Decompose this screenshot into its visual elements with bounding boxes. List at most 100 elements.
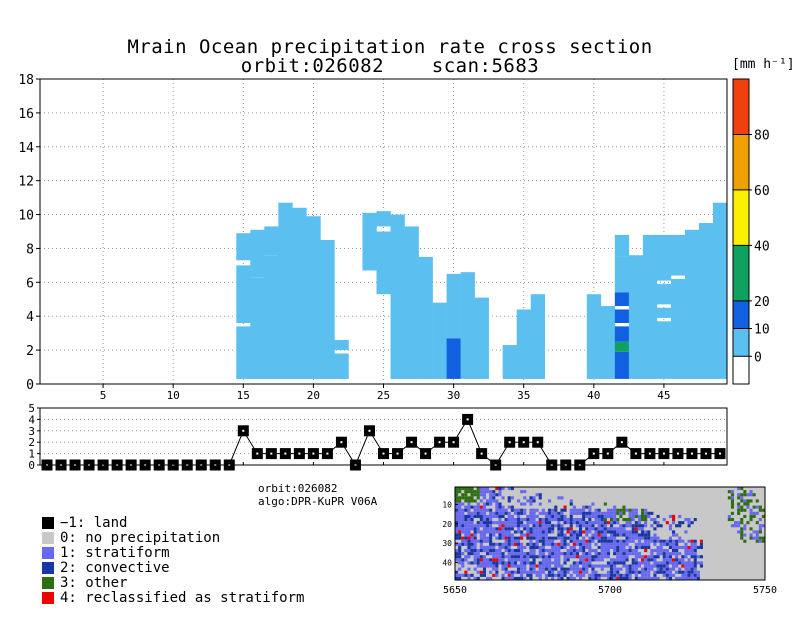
map-pixel xyxy=(616,542,620,546)
map-pixel xyxy=(668,536,672,540)
map-pixel xyxy=(489,533,493,537)
map-pixel xyxy=(510,524,514,528)
map-pixel xyxy=(541,558,545,562)
map-pixel xyxy=(690,573,694,577)
map-pixel xyxy=(597,533,601,537)
colorbar-bin xyxy=(733,79,749,135)
map-pixel xyxy=(665,570,669,574)
map-pixel xyxy=(687,552,691,556)
map-pixel xyxy=(647,539,651,543)
map-pixel xyxy=(464,542,468,546)
map-pixel xyxy=(672,530,676,534)
x-tick-label: 5 xyxy=(100,389,107,402)
x-tick-label: 10 xyxy=(167,389,180,402)
map-pixel xyxy=(647,530,651,534)
map-pixel xyxy=(529,552,533,556)
map-pixel xyxy=(619,508,623,512)
map-pixel xyxy=(613,511,617,515)
map-pixel xyxy=(625,570,629,574)
map-pixel xyxy=(690,561,694,565)
map-pixel xyxy=(647,555,651,559)
precip-cell xyxy=(712,202,727,379)
map-pixel xyxy=(644,545,648,549)
map-pixel xyxy=(603,552,607,556)
map-pixel xyxy=(548,524,552,528)
map-pixel xyxy=(588,514,592,518)
map-pixel xyxy=(557,558,561,562)
colorbar-tick-label: 60 xyxy=(754,184,770,199)
map-pixel xyxy=(467,539,471,543)
map-pixel xyxy=(455,570,459,574)
map-pixel xyxy=(628,570,632,574)
map-pixel xyxy=(529,527,533,531)
map-pixel xyxy=(498,542,502,546)
map-pixel xyxy=(619,530,623,534)
map-pixel xyxy=(492,527,496,531)
map-pixel xyxy=(455,518,459,522)
map-pixel xyxy=(641,576,645,580)
map-pixel xyxy=(597,530,601,534)
map-pixel xyxy=(625,518,629,522)
map-pixel xyxy=(687,549,691,553)
map-pixel xyxy=(610,561,614,565)
map-pixel xyxy=(520,490,524,494)
map-pixel xyxy=(628,539,632,543)
map-pixel xyxy=(693,576,697,580)
map-pixel xyxy=(551,555,555,559)
precip-cell xyxy=(320,239,335,379)
map-pixel xyxy=(486,521,490,525)
map-pixel xyxy=(461,573,465,577)
map-pixel xyxy=(569,502,573,506)
map-pixel xyxy=(665,567,669,571)
map-pixel xyxy=(538,561,542,565)
map-pixel xyxy=(455,508,459,512)
type-y-tick-label: 0 xyxy=(28,459,35,472)
map-pixel xyxy=(520,508,524,512)
map-pixel xyxy=(473,511,477,515)
map-pixel xyxy=(498,545,502,549)
map-pixel xyxy=(492,496,496,500)
map-pixel xyxy=(740,533,744,537)
map-pixel xyxy=(637,527,641,531)
map-pixel xyxy=(501,542,505,546)
map-pixel xyxy=(644,511,648,515)
map-pixel xyxy=(582,511,586,515)
y-tick-label: 12 xyxy=(18,175,34,190)
map-pixel xyxy=(458,487,462,491)
map-pixel xyxy=(678,514,682,518)
map-pixel xyxy=(628,564,632,568)
map-pixel xyxy=(603,524,607,528)
map-pixel xyxy=(687,564,691,568)
map-pixel xyxy=(544,558,548,562)
map-pixel xyxy=(486,518,490,522)
map-pixel xyxy=(622,576,626,580)
map-pixel xyxy=(613,576,617,580)
map-pixel xyxy=(622,561,626,565)
map-pixel xyxy=(467,490,471,494)
colorbar-bin xyxy=(733,328,749,357)
map-pixel xyxy=(761,524,765,528)
map-pixel xyxy=(529,536,533,540)
map-pixel xyxy=(634,555,638,559)
map-pixel xyxy=(613,561,617,565)
map-pixel xyxy=(464,573,468,577)
legend-label: 1: stratiform xyxy=(60,545,170,561)
map-pixel xyxy=(625,567,629,571)
map-pixel xyxy=(473,505,477,509)
map-pixel xyxy=(544,521,548,525)
map-pixel xyxy=(631,567,635,571)
map-pixel xyxy=(526,530,530,534)
map-pixel xyxy=(458,511,462,515)
map-pixel xyxy=(650,558,654,562)
map-pixel xyxy=(523,567,527,571)
map-pixel xyxy=(529,521,533,525)
map-pixel xyxy=(613,567,617,571)
precip-cell xyxy=(614,351,630,379)
map-pixel xyxy=(693,552,697,556)
map-pixel xyxy=(554,561,558,565)
map-pixel xyxy=(603,518,607,522)
map-pixel xyxy=(579,524,583,528)
map-pixel xyxy=(579,539,583,543)
map-pixel xyxy=(569,533,573,537)
map-pixel xyxy=(479,564,483,568)
